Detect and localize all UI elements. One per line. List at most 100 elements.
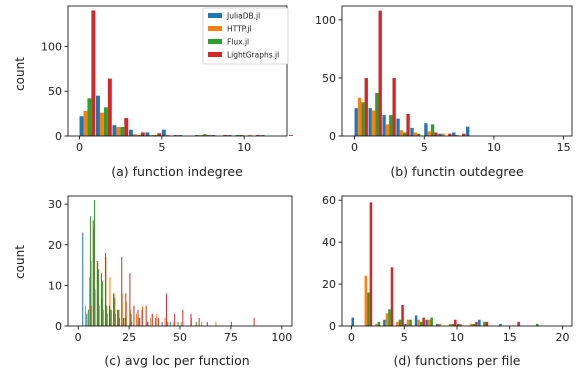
panel-d-bar-lightgraphs: [369, 202, 373, 326]
panel-b-bar-http: [371, 110, 376, 136]
panel-c-x-tick-label: 75: [224, 331, 238, 344]
panel-d-bar-lightgraphs: [485, 321, 489, 326]
panel-a-bar-http: [248, 135, 253, 136]
panel-d-bar-flux: [535, 323, 539, 326]
panel-c-bars: [82, 200, 255, 327]
panel-b-bar-juliadb: [368, 108, 372, 136]
panel-c-bar-flux: [98, 269, 100, 327]
panel-c-bar-juliadb: [161, 321, 163, 326]
panel-d-bar-http: [375, 323, 378, 326]
panel-a-bar-http: [198, 135, 203, 136]
panel-d-bar-flux: [409, 319, 412, 326]
panel-c-bar-http: [180, 321, 182, 326]
chart-panel-b: (b) functin outdegree 0 5 10 15 0 50 100: [315, 5, 573, 179]
panel-d-x-tick-label: 20: [556, 331, 570, 344]
panel-c-bar-flux: [114, 297, 116, 326]
panel-c-bar-lightgraphs: [174, 313, 176, 326]
panel-c-bar-lightgraphs: [129, 273, 131, 326]
panel-a-bar-flux: [103, 107, 108, 136]
panel-a-bar-flux: [202, 134, 207, 136]
legend: JuliaDB.jl HTTP.jl Flux.jl LightGraphs.j…: [202, 7, 289, 65]
panel-c-bar-http: [109, 277, 111, 326]
panel-a-bar-http: [116, 127, 121, 136]
panel-c-bar-lightgraphs: [141, 309, 143, 326]
panel-c-caption: (c) avg loc per function: [104, 353, 249, 368]
panel-a-bar-lightgraphs: [107, 78, 112, 136]
panel-c-x-tick-label: 100: [271, 331, 292, 344]
panel-c-bar-flux: [138, 317, 140, 327]
panel-d-bar-flux: [430, 317, 433, 326]
panel-b-bar-flux: [403, 132, 407, 136]
panel-a-bar-flux: [153, 135, 158, 136]
panel-c-bar-lightgraphs: [117, 309, 119, 326]
panel-c-bar-lightgraphs: [190, 313, 192, 326]
panel-b-bar-http: [385, 124, 390, 136]
panel-b-bar-http: [399, 130, 404, 136]
panel-d-bar-http: [364, 275, 368, 326]
legend-swatch-juliadb: [208, 13, 222, 18]
panel-c-bar-lightgraphs: [92, 220, 94, 327]
legend-label-juliadb: JuliaDB.jl: [226, 12, 260, 21]
legend-swatch-http: [208, 26, 222, 31]
panel-d-bar-http: [448, 323, 452, 326]
panel-c-bar-lightgraphs: [182, 309, 184, 326]
panel-b-bar-http: [455, 134, 459, 136]
panel-a-bar-http: [149, 135, 154, 136]
panel-c-bar-lightgraphs: [113, 293, 115, 326]
panel-b-bar-juliadb: [438, 133, 442, 136]
panel-a-x-tick-label: 0: [76, 141, 83, 154]
panel-c-x-tick-label: 25: [122, 331, 136, 344]
panel-b-bar-juliadb: [396, 118, 400, 136]
panel-b-bar-http: [413, 132, 417, 136]
panel-c-bar-lightgraphs: [96, 261, 98, 326]
panel-d-bar-http: [417, 319, 420, 326]
legend-label-flux: Flux.jl: [227, 38, 249, 47]
panel-b-bar-juliadb: [382, 115, 386, 136]
panel-b-bar-juliadb: [354, 108, 358, 136]
panel-c-bar-lightgraphs: [104, 252, 106, 327]
panel-b-x-tick-label: 10: [487, 141, 501, 154]
panel-d-bar-flux: [419, 321, 423, 326]
panel-b-bar-flux: [389, 115, 393, 136]
panel-d-bar-flux: [451, 323, 455, 326]
panel-a-bar-juliadb: [211, 135, 216, 136]
panel-a-y-tick-label: 0: [55, 130, 62, 143]
panel-c-bar-flux: [102, 281, 104, 326]
panel-c-bar-juliadb: [86, 313, 88, 326]
panel-c-bar-juliadb: [122, 317, 124, 327]
panel-b-bar-lightgraphs: [364, 77, 368, 136]
panel-c-bar-lightgraphs: [198, 317, 200, 327]
panel-b-y-tick-label: 100: [315, 14, 336, 27]
panel-a-bar-lightgraphs: [140, 132, 145, 136]
legend-box: [202, 7, 289, 65]
panel-b-bar-lightgraphs: [392, 77, 396, 136]
panel-c-y-tick-label: 10: [48, 279, 62, 292]
panel-d-y-tick-label: 60: [322, 194, 336, 207]
panel-a-bar-http: [132, 134, 137, 136]
panel-b-bar-lightgraphs: [462, 133, 466, 136]
panel-d-bar-flux: [388, 309, 391, 326]
legend-label-http: HTTP.jl: [227, 25, 252, 34]
panel-a-bar-juliadb: [79, 116, 84, 136]
panel-c-y-tick-label: 0: [55, 320, 62, 333]
panel-c-bar-lightgraphs: [157, 317, 159, 327]
panel-c-bar-http: [150, 317, 152, 327]
panel-b-axes-frame: [341, 5, 573, 137]
panel-b-caption: (b) functin outdegree: [390, 164, 524, 179]
panel-c-bar-http: [215, 321, 217, 326]
panel-c-bar-lightgraphs: [137, 309, 139, 326]
panel-a-bar-juliadb: [128, 129, 133, 136]
panel-c-bar-flux: [167, 321, 169, 326]
panel-a-bar-http: [165, 135, 170, 136]
panel-c-bar-flux: [124, 317, 126, 327]
panel-c-bar-flux: [130, 313, 132, 326]
panel-a-y-axis-label: count: [13, 57, 27, 91]
panel-c-bar-lightgraphs: [109, 305, 111, 326]
panel-a-bar-http: [83, 110, 88, 136]
panel-b-bar-lightgraphs: [448, 133, 452, 136]
panel-b-bar-juliadb: [410, 127, 414, 137]
panel-c-bar-flux: [195, 321, 197, 326]
panel-b-x-tick-label: 5: [421, 141, 428, 154]
panel-c-bar-http: [89, 277, 91, 326]
